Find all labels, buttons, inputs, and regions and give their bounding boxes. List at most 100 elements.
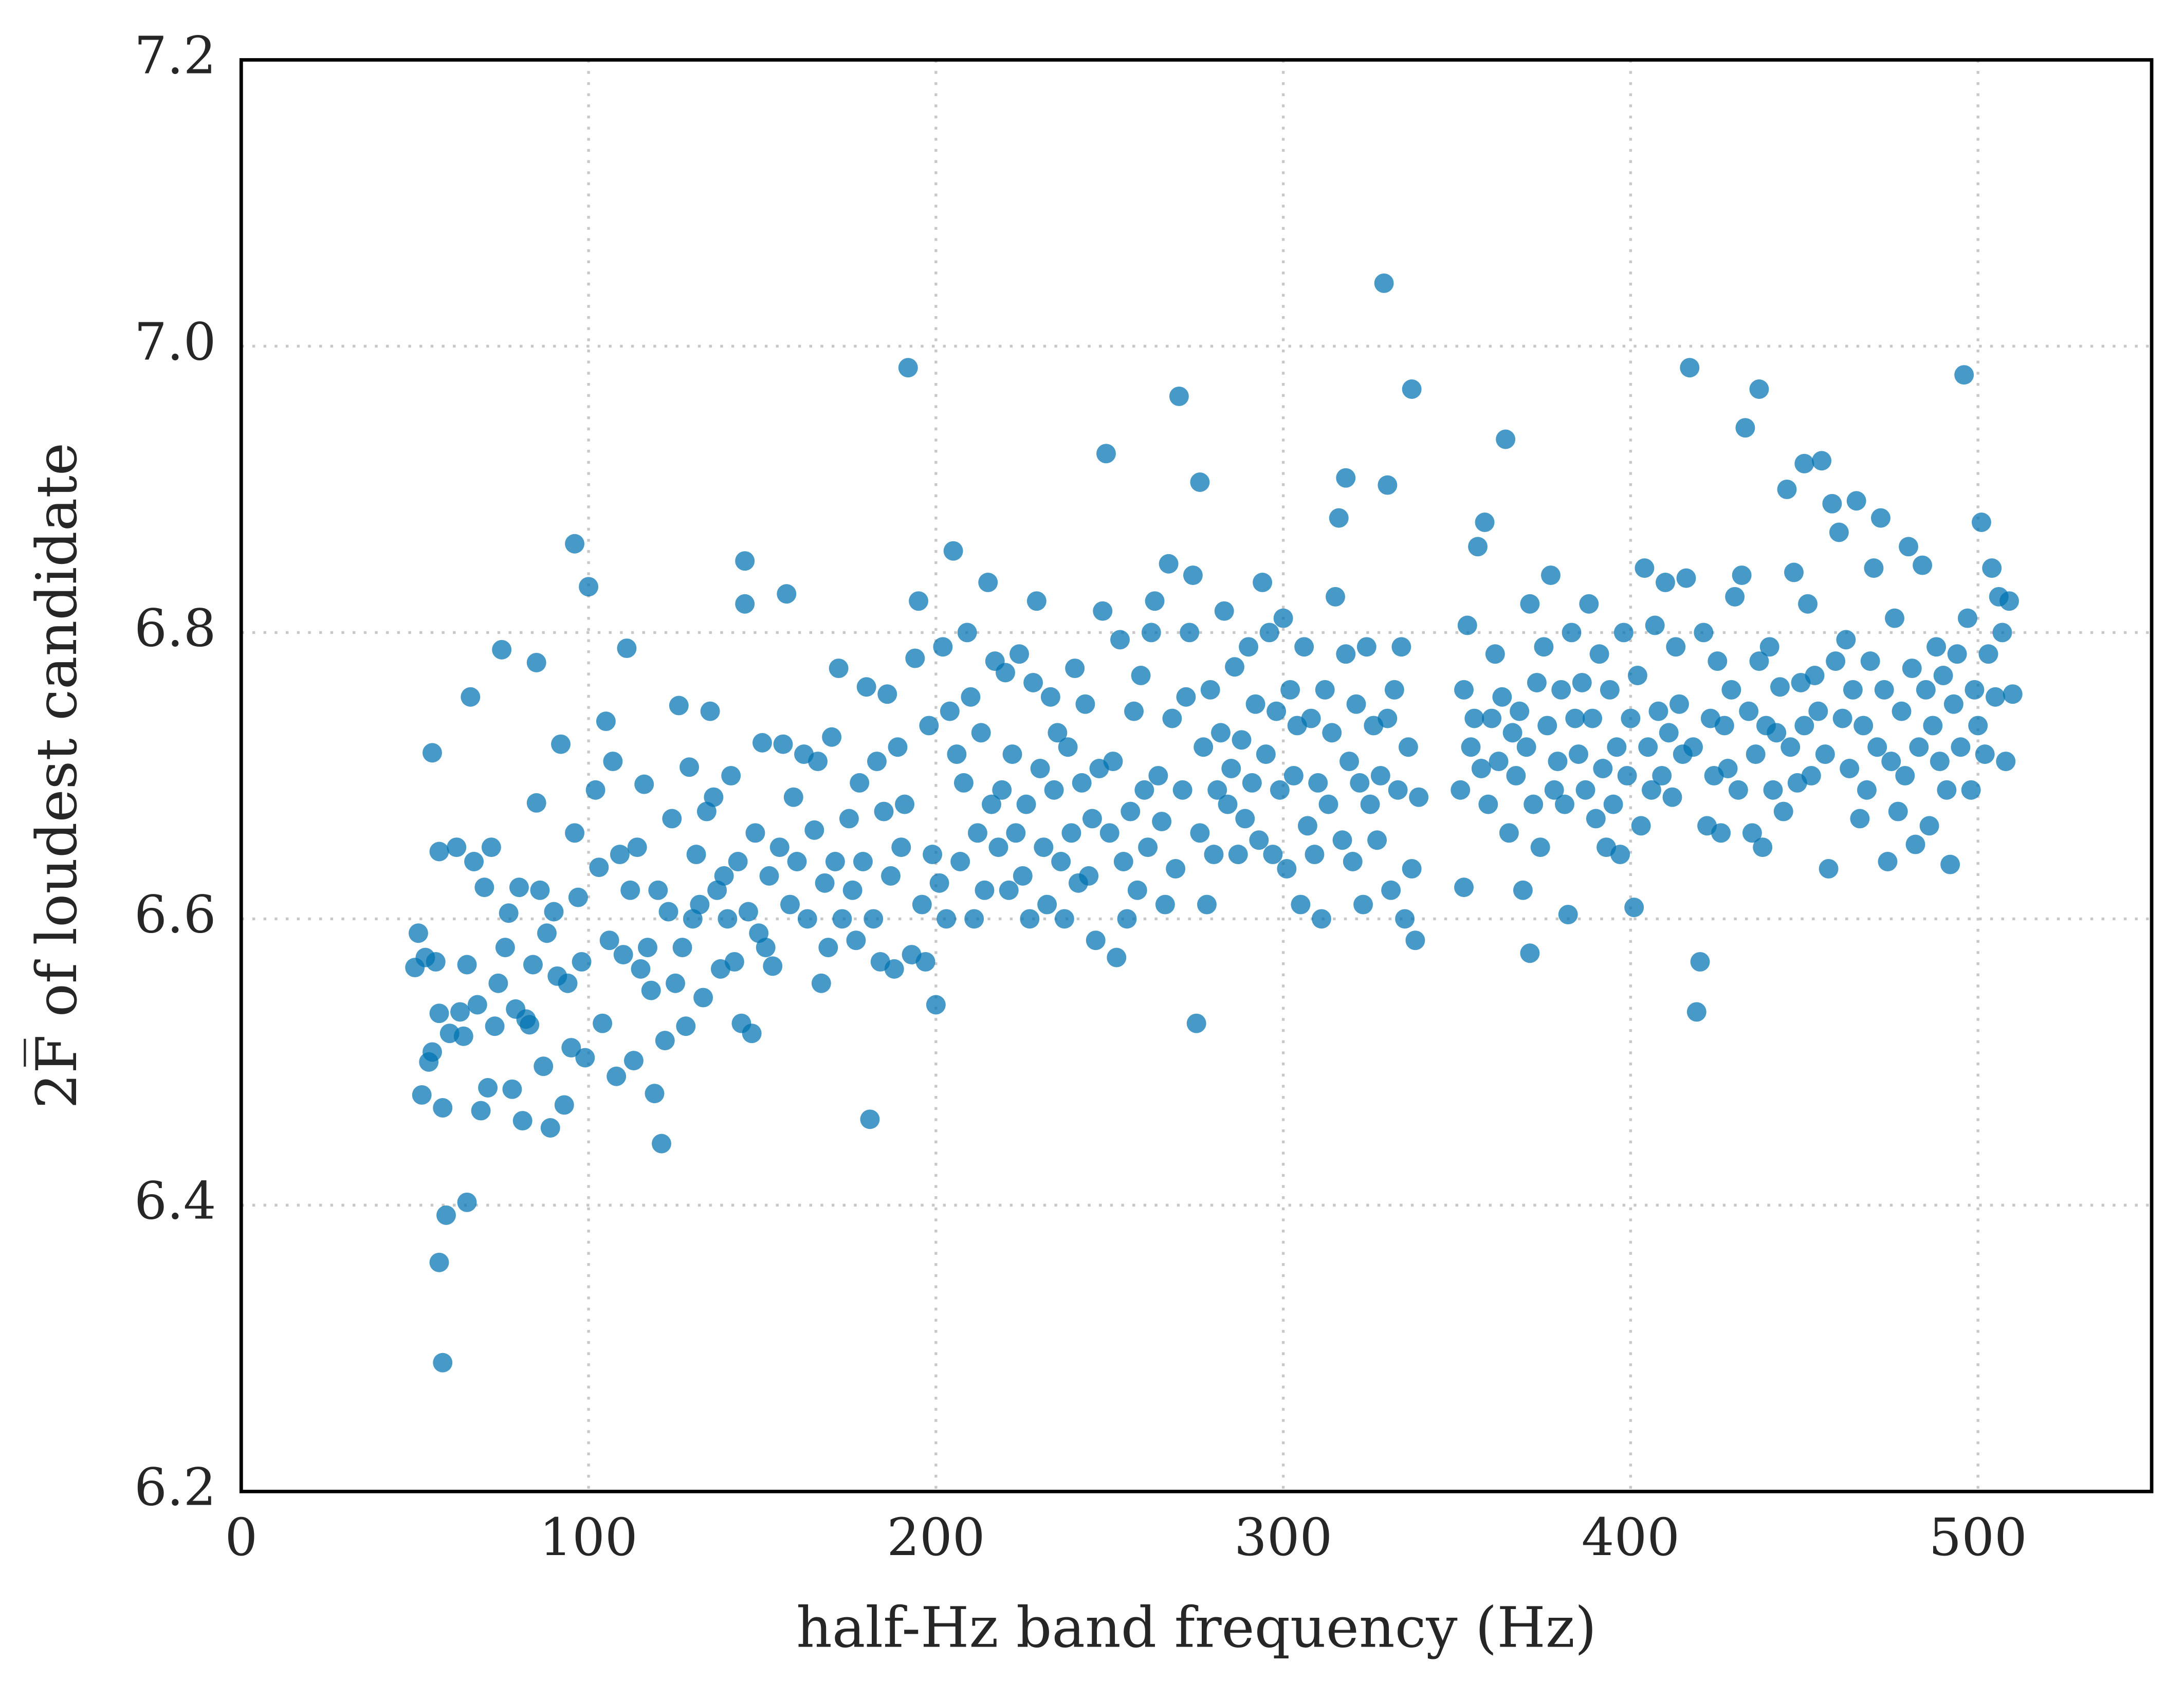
point bbox=[1242, 773, 1262, 793]
point bbox=[1482, 708, 1502, 728]
point bbox=[1510, 701, 1530, 721]
point bbox=[1853, 716, 1874, 736]
point bbox=[1832, 708, 1852, 728]
point bbox=[752, 733, 772, 753]
point bbox=[1808, 701, 1828, 721]
point bbox=[940, 701, 960, 721]
y-tick-label: 6.2 bbox=[134, 1457, 216, 1517]
point bbox=[1937, 780, 1957, 800]
point bbox=[1190, 823, 1210, 843]
point bbox=[1263, 845, 1283, 865]
point bbox=[1378, 708, 1398, 728]
point bbox=[1253, 573, 1273, 592]
point bbox=[1982, 558, 2002, 578]
point bbox=[853, 852, 873, 871]
point bbox=[718, 909, 738, 929]
point bbox=[1044, 780, 1064, 800]
point bbox=[756, 938, 776, 958]
point bbox=[648, 880, 668, 900]
point bbox=[1992, 623, 2012, 643]
point bbox=[1524, 794, 1544, 814]
point bbox=[1079, 866, 1099, 886]
point bbox=[1947, 644, 1967, 664]
point bbox=[1395, 909, 1415, 929]
point bbox=[777, 584, 797, 604]
point bbox=[1235, 809, 1255, 829]
point bbox=[1919, 816, 1939, 836]
point bbox=[1211, 723, 1231, 743]
point bbox=[1589, 644, 1609, 664]
point bbox=[1933, 666, 1953, 685]
point bbox=[1968, 716, 1988, 736]
point bbox=[1391, 637, 1411, 657]
point bbox=[1318, 794, 1338, 814]
point bbox=[856, 677, 876, 697]
point bbox=[492, 640, 512, 660]
point bbox=[1621, 708, 1641, 728]
point bbox=[1718, 759, 1738, 778]
point bbox=[676, 1016, 696, 1036]
point bbox=[593, 1013, 613, 1033]
point bbox=[1930, 752, 1950, 772]
point bbox=[1763, 780, 1783, 800]
point bbox=[1353, 894, 1373, 915]
point bbox=[1662, 787, 1682, 807]
y-tick-label: 6.4 bbox=[134, 1171, 216, 1231]
point bbox=[797, 909, 817, 929]
point bbox=[1513, 880, 1533, 900]
point bbox=[1305, 845, 1325, 865]
point bbox=[631, 959, 651, 979]
point bbox=[1267, 701, 1287, 721]
point bbox=[978, 573, 998, 592]
point bbox=[1297, 816, 1317, 836]
point bbox=[1558, 905, 1578, 925]
point bbox=[738, 902, 758, 922]
point bbox=[1124, 701, 1144, 721]
point bbox=[1409, 787, 1429, 807]
point bbox=[1127, 880, 1147, 900]
point bbox=[1916, 680, 1936, 700]
point bbox=[1461, 737, 1481, 757]
point bbox=[1714, 716, 1734, 736]
point bbox=[1954, 365, 1974, 385]
point bbox=[1384, 680, 1404, 700]
point bbox=[1777, 479, 1797, 499]
point bbox=[423, 1042, 442, 1062]
point bbox=[1631, 816, 1651, 836]
point bbox=[1197, 894, 1217, 915]
point bbox=[1037, 894, 1057, 915]
point bbox=[1082, 809, 1102, 829]
point bbox=[1735, 418, 1755, 438]
point bbox=[759, 866, 779, 886]
x-tick-label: 0 bbox=[225, 1507, 258, 1567]
point bbox=[1207, 780, 1227, 800]
point bbox=[1794, 716, 1814, 736]
point bbox=[1010, 644, 1029, 664]
point bbox=[509, 878, 529, 898]
point bbox=[1541, 565, 1561, 586]
point bbox=[1857, 780, 1877, 800]
point bbox=[429, 842, 449, 862]
point bbox=[1138, 837, 1158, 857]
point bbox=[1239, 637, 1259, 657]
point bbox=[620, 880, 640, 900]
point bbox=[846, 930, 866, 951]
point bbox=[1075, 694, 1095, 714]
point bbox=[926, 995, 946, 1015]
point bbox=[1881, 752, 1901, 772]
point bbox=[850, 773, 870, 793]
point bbox=[839, 809, 859, 829]
point bbox=[1579, 594, 1599, 614]
point bbox=[693, 988, 713, 1008]
point bbox=[769, 837, 790, 857]
point bbox=[1860, 651, 1880, 671]
point bbox=[975, 880, 995, 900]
point bbox=[1878, 852, 1898, 871]
point bbox=[408, 923, 428, 943]
point bbox=[895, 794, 914, 814]
point bbox=[1110, 630, 1130, 650]
point bbox=[1339, 752, 1359, 772]
x-tick-label: 100 bbox=[539, 1507, 637, 1567]
point bbox=[1360, 794, 1380, 814]
